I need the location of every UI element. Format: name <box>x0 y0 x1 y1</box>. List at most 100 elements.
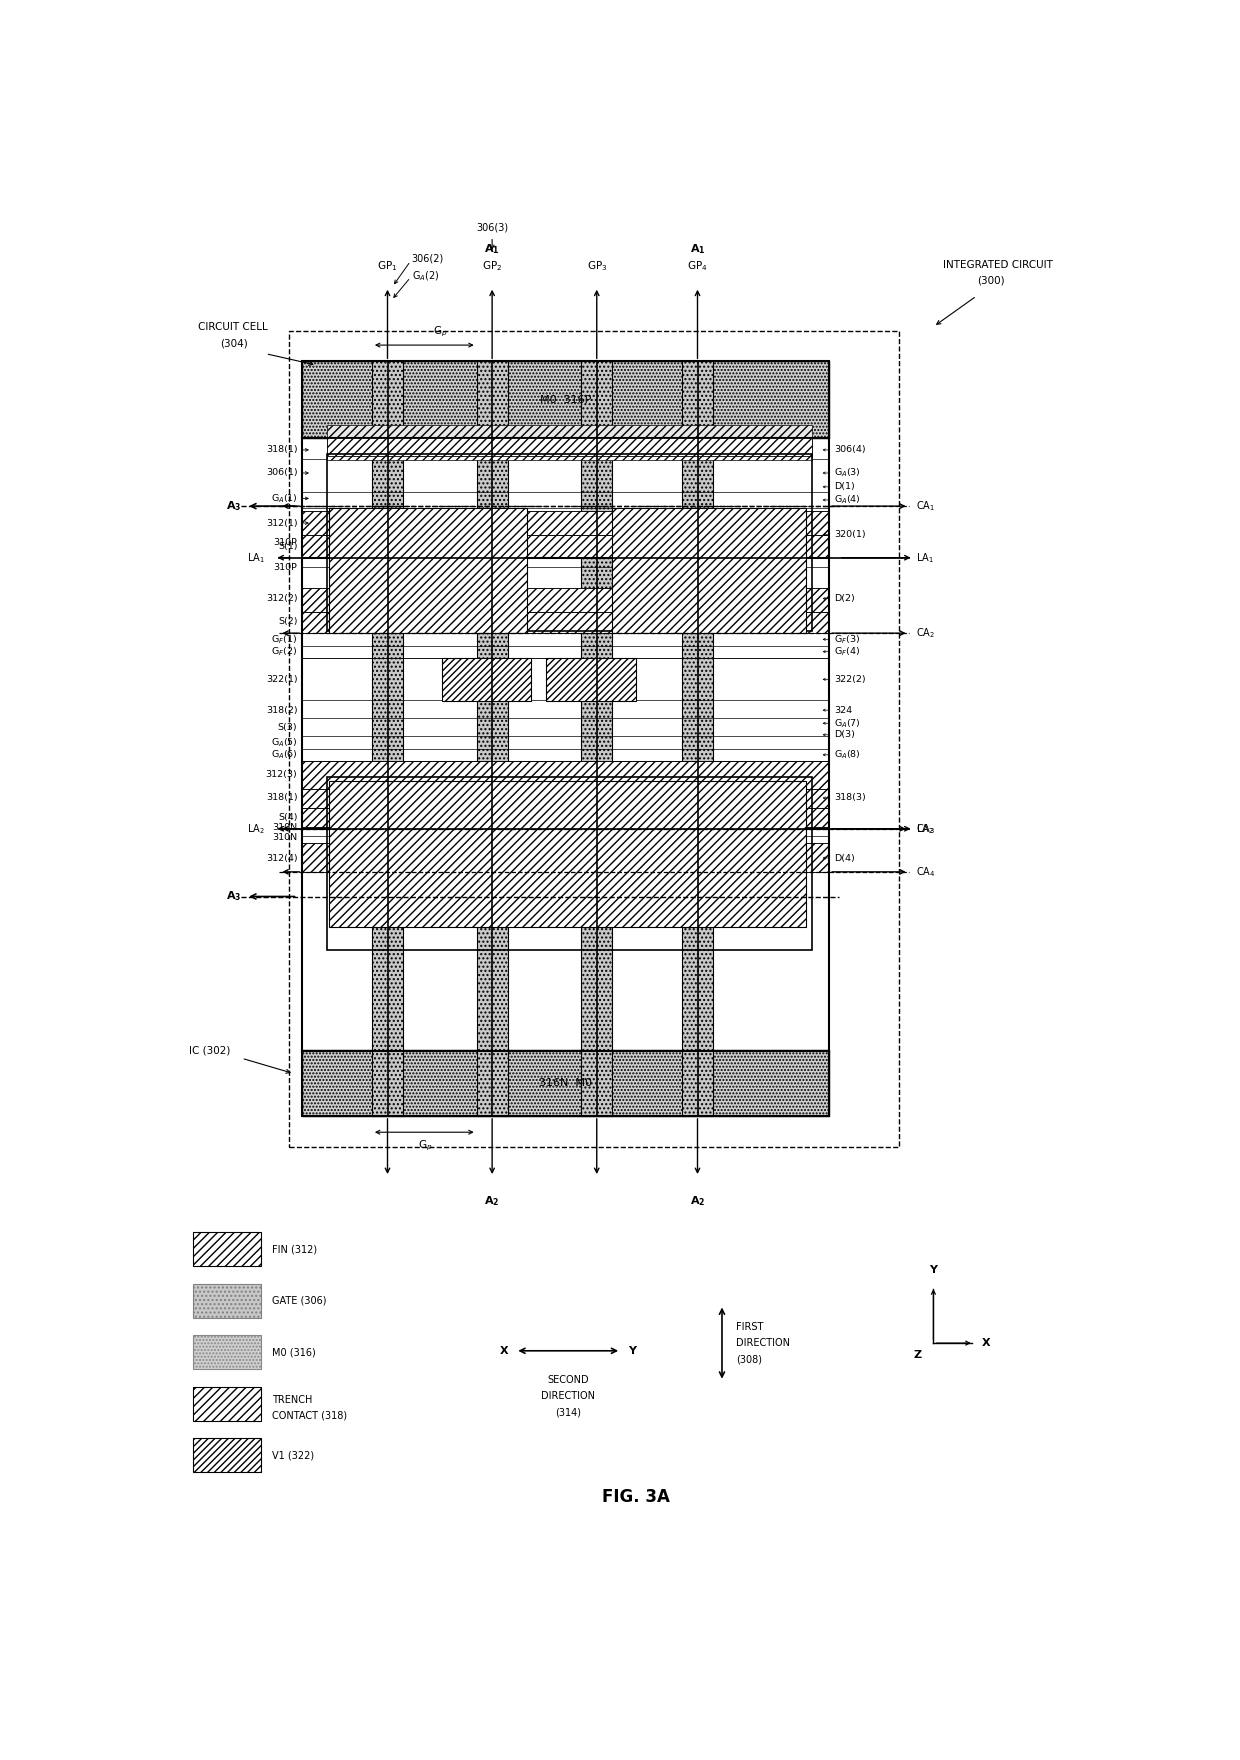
Text: FIRST: FIRST <box>737 1322 764 1332</box>
Text: GP$_4$: GP$_4$ <box>687 259 708 273</box>
Bar <box>613 507 806 634</box>
Text: (308): (308) <box>737 1355 763 1364</box>
Bar <box>682 361 713 1116</box>
Text: V1 (322): V1 (322) <box>273 1450 315 1461</box>
Text: $\mathbf{A_2}$: $\mathbf{A_2}$ <box>485 1195 500 1209</box>
Text: Y: Y <box>627 1346 636 1355</box>
Text: CA$_4$: CA$_4$ <box>916 864 936 878</box>
Text: TRENCH: TRENCH <box>273 1396 312 1404</box>
Bar <box>193 1336 260 1369</box>
Text: G$_A$(7): G$_A$(7) <box>835 716 861 729</box>
Text: 318(1): 318(1) <box>265 794 298 803</box>
Bar <box>330 781 806 928</box>
Text: 306(3): 306(3) <box>476 222 508 232</box>
Bar <box>476 361 507 1116</box>
Bar <box>193 1232 260 1265</box>
Bar <box>303 760 830 788</box>
Text: 320(1): 320(1) <box>835 530 866 539</box>
Bar <box>193 1438 260 1471</box>
Text: X: X <box>982 1338 990 1348</box>
Text: CA$_2$: CA$_2$ <box>916 627 935 641</box>
Text: 322(2): 322(2) <box>835 674 866 685</box>
Text: G$_A$(8): G$_A$(8) <box>835 748 861 760</box>
Text: G$_F$(4): G$_F$(4) <box>835 646 861 658</box>
Text: G$_F$(1): G$_F$(1) <box>272 634 298 646</box>
Text: 312(3): 312(3) <box>265 771 298 780</box>
Text: D(4): D(4) <box>835 854 854 862</box>
Bar <box>303 1051 830 1116</box>
Text: 322(1): 322(1) <box>265 674 298 685</box>
Text: S(2): S(2) <box>278 618 298 627</box>
Bar <box>303 361 830 438</box>
Text: D(2): D(2) <box>835 595 854 604</box>
Text: D(1): D(1) <box>835 482 854 491</box>
Text: DIRECTION: DIRECTION <box>737 1338 790 1348</box>
Text: LA$_1$: LA$_1$ <box>247 551 265 565</box>
Bar <box>303 361 830 1116</box>
Text: G$_p$: G$_p$ <box>418 1139 433 1153</box>
Text: SECOND: SECOND <box>547 1375 589 1385</box>
Bar <box>193 1283 260 1318</box>
Text: (304): (304) <box>221 338 248 348</box>
Text: G$_A$(5): G$_A$(5) <box>270 736 298 748</box>
Text: CIRCUIT CELL: CIRCUIT CELL <box>198 322 268 331</box>
Bar <box>303 512 830 535</box>
Bar <box>303 588 830 611</box>
Text: CA$_1$: CA$_1$ <box>916 500 935 512</box>
Bar <box>372 361 403 1116</box>
Text: DIRECTION: DIRECTION <box>541 1392 595 1401</box>
Bar <box>303 535 830 558</box>
Text: (300): (300) <box>977 276 1004 285</box>
Text: 318(1): 318(1) <box>265 445 298 454</box>
Text: M0 (316): M0 (316) <box>273 1346 316 1357</box>
Text: S(3): S(3) <box>278 723 298 732</box>
Text: G$_A$(2): G$_A$(2) <box>412 269 439 283</box>
Text: S(4): S(4) <box>278 813 298 822</box>
Bar <box>193 1387 260 1420</box>
Text: GP$_3$: GP$_3$ <box>587 259 608 273</box>
Text: D(3): D(3) <box>835 730 854 739</box>
Text: CONTACT (318): CONTACT (318) <box>273 1410 347 1420</box>
Bar <box>303 808 830 827</box>
Bar <box>327 426 812 438</box>
Text: 310N: 310N <box>273 822 298 832</box>
Text: G$_A$(6): G$_A$(6) <box>270 748 298 760</box>
Bar <box>289 331 899 1148</box>
Text: 306(2): 306(2) <box>412 253 444 264</box>
Text: 306(4): 306(4) <box>835 445 866 454</box>
Text: G$_F$(3): G$_F$(3) <box>835 634 861 646</box>
Text: Z: Z <box>914 1350 921 1360</box>
Text: G$_A$(3): G$_A$(3) <box>835 466 861 479</box>
Text: G$_A$(4): G$_A$(4) <box>835 495 861 507</box>
Text: $\mathbf{A_3}$: $\mathbf{A_3}$ <box>226 500 242 512</box>
Bar <box>303 438 830 1051</box>
Bar <box>303 612 830 634</box>
Bar <box>327 438 812 456</box>
Text: IC (302): IC (302) <box>188 1045 229 1056</box>
Bar <box>327 778 812 950</box>
Text: G$_A$(1): G$_A$(1) <box>270 493 298 505</box>
Text: Y: Y <box>930 1265 937 1276</box>
Text: CA$_3$: CA$_3$ <box>916 822 936 836</box>
Text: 318(3): 318(3) <box>835 794 866 803</box>
Text: INTEGRATED CIRCUIT: INTEGRATED CIRCUIT <box>942 260 1053 269</box>
Text: GP$_1$: GP$_1$ <box>377 259 398 273</box>
Text: 310P: 310P <box>274 563 298 572</box>
Text: 306(1): 306(1) <box>265 468 298 477</box>
Bar <box>582 361 613 1116</box>
Bar <box>547 658 635 700</box>
Text: 324: 324 <box>835 706 852 715</box>
Bar <box>327 454 812 630</box>
Text: $\mathbf{A_1}$: $\mathbf{A_1}$ <box>485 241 500 255</box>
Bar <box>441 658 531 700</box>
Text: $\mathbf{A_1}$: $\mathbf{A_1}$ <box>689 241 706 255</box>
Text: 310P: 310P <box>274 539 298 547</box>
Text: GP$_2$: GP$_2$ <box>482 259 502 273</box>
Text: 318(2): 318(2) <box>265 706 298 715</box>
Bar <box>327 438 812 459</box>
Text: FIG. 3A: FIG. 3A <box>601 1489 670 1507</box>
Text: G$_p$: G$_p$ <box>433 324 446 338</box>
Text: LA$_2$: LA$_2$ <box>247 822 265 836</box>
Text: GATE (306): GATE (306) <box>273 1295 327 1306</box>
Text: 312(2): 312(2) <box>265 595 298 604</box>
